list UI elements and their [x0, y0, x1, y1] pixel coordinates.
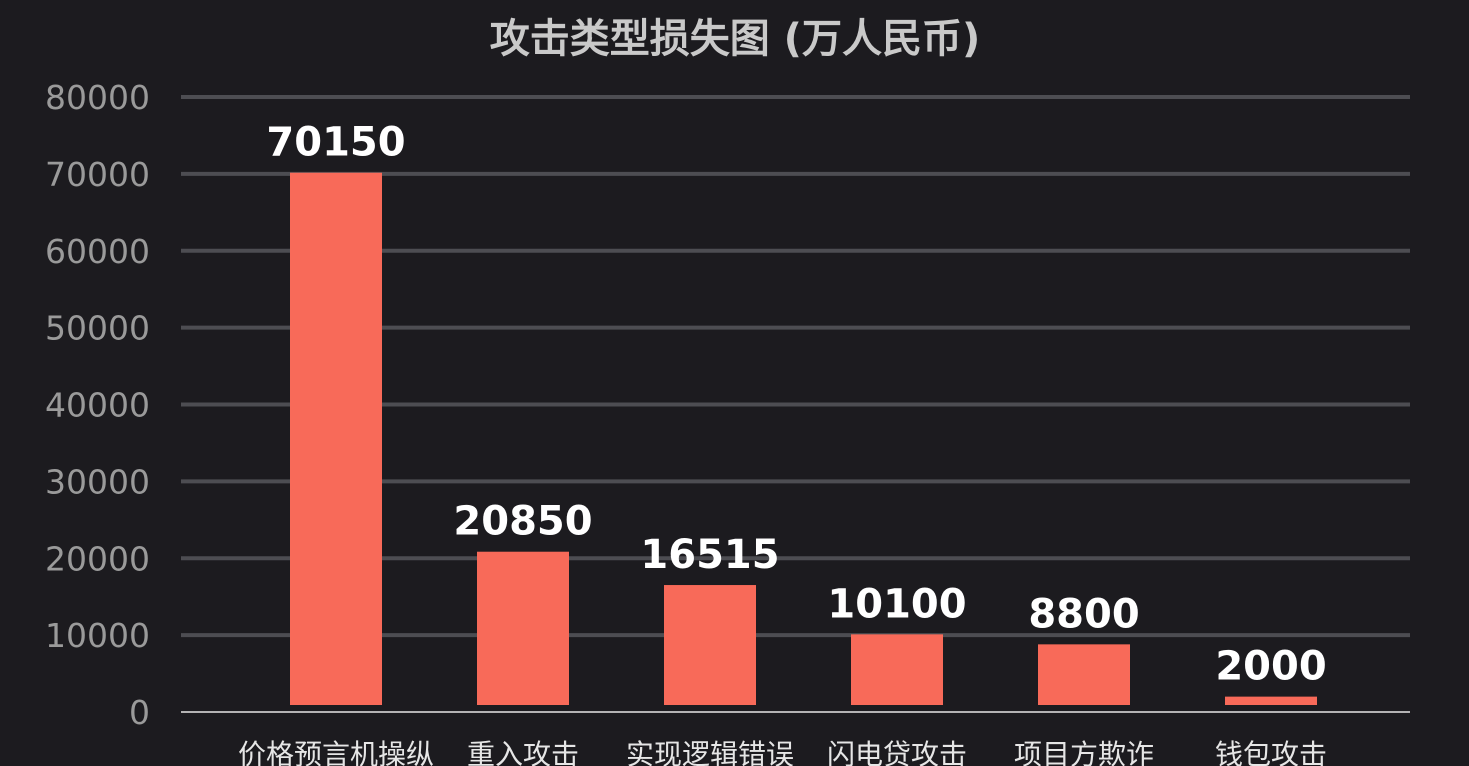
y-tick-label: 40000	[45, 386, 150, 425]
x-tick-label: 钱包攻击	[1215, 738, 1327, 766]
bar	[290, 172, 382, 706]
y-tick-label: 50000	[45, 309, 150, 348]
bar	[477, 551, 569, 705]
y-tick-label: 30000	[45, 462, 150, 501]
chart-title: 攻击类型损失图 (万人民币)	[490, 16, 981, 62]
x-tick-label: 价格预言机操纵	[238, 738, 434, 766]
x-tick-label: 实现逻辑错误	[626, 738, 794, 766]
data-label: 2000	[1215, 644, 1326, 690]
bars	[290, 172, 1317, 706]
y-tick-label: 70000	[45, 155, 150, 194]
data-label: 20850	[453, 499, 592, 545]
data-labels: 70150 20850 16515 10100 8800 2000	[266, 120, 1326, 690]
data-label: 16515	[640, 532, 779, 578]
y-tick-label: 0	[129, 693, 150, 732]
bar	[664, 585, 756, 705]
bar	[1225, 696, 1317, 705]
y-tick-label: 20000	[45, 539, 150, 578]
bar	[851, 634, 943, 705]
gridlines	[181, 95, 1410, 713]
y-tick-label: 10000	[45, 616, 150, 655]
data-label: 10100	[827, 581, 966, 627]
x-axis-ticks: 价格预言机操纵 重入攻击 实现逻辑错误 闪电贷攻击 项目方欺诈 钱包攻击	[238, 738, 1327, 766]
y-tick-label: 80000	[45, 78, 150, 117]
data-label: 8800	[1028, 591, 1139, 637]
y-tick-label: 60000	[45, 232, 150, 271]
x-tick-label: 闪电贷攻击	[827, 738, 967, 766]
x-tick-label: 项目方欺诈	[1014, 738, 1154, 766]
data-label: 70150	[266, 120, 405, 166]
x-tick-label: 重入攻击	[467, 738, 579, 766]
bar	[1038, 644, 1130, 705]
y-axis-ticks: 0 10000 20000 30000 40000 50000 60000 70000 8000…	[45, 78, 150, 732]
